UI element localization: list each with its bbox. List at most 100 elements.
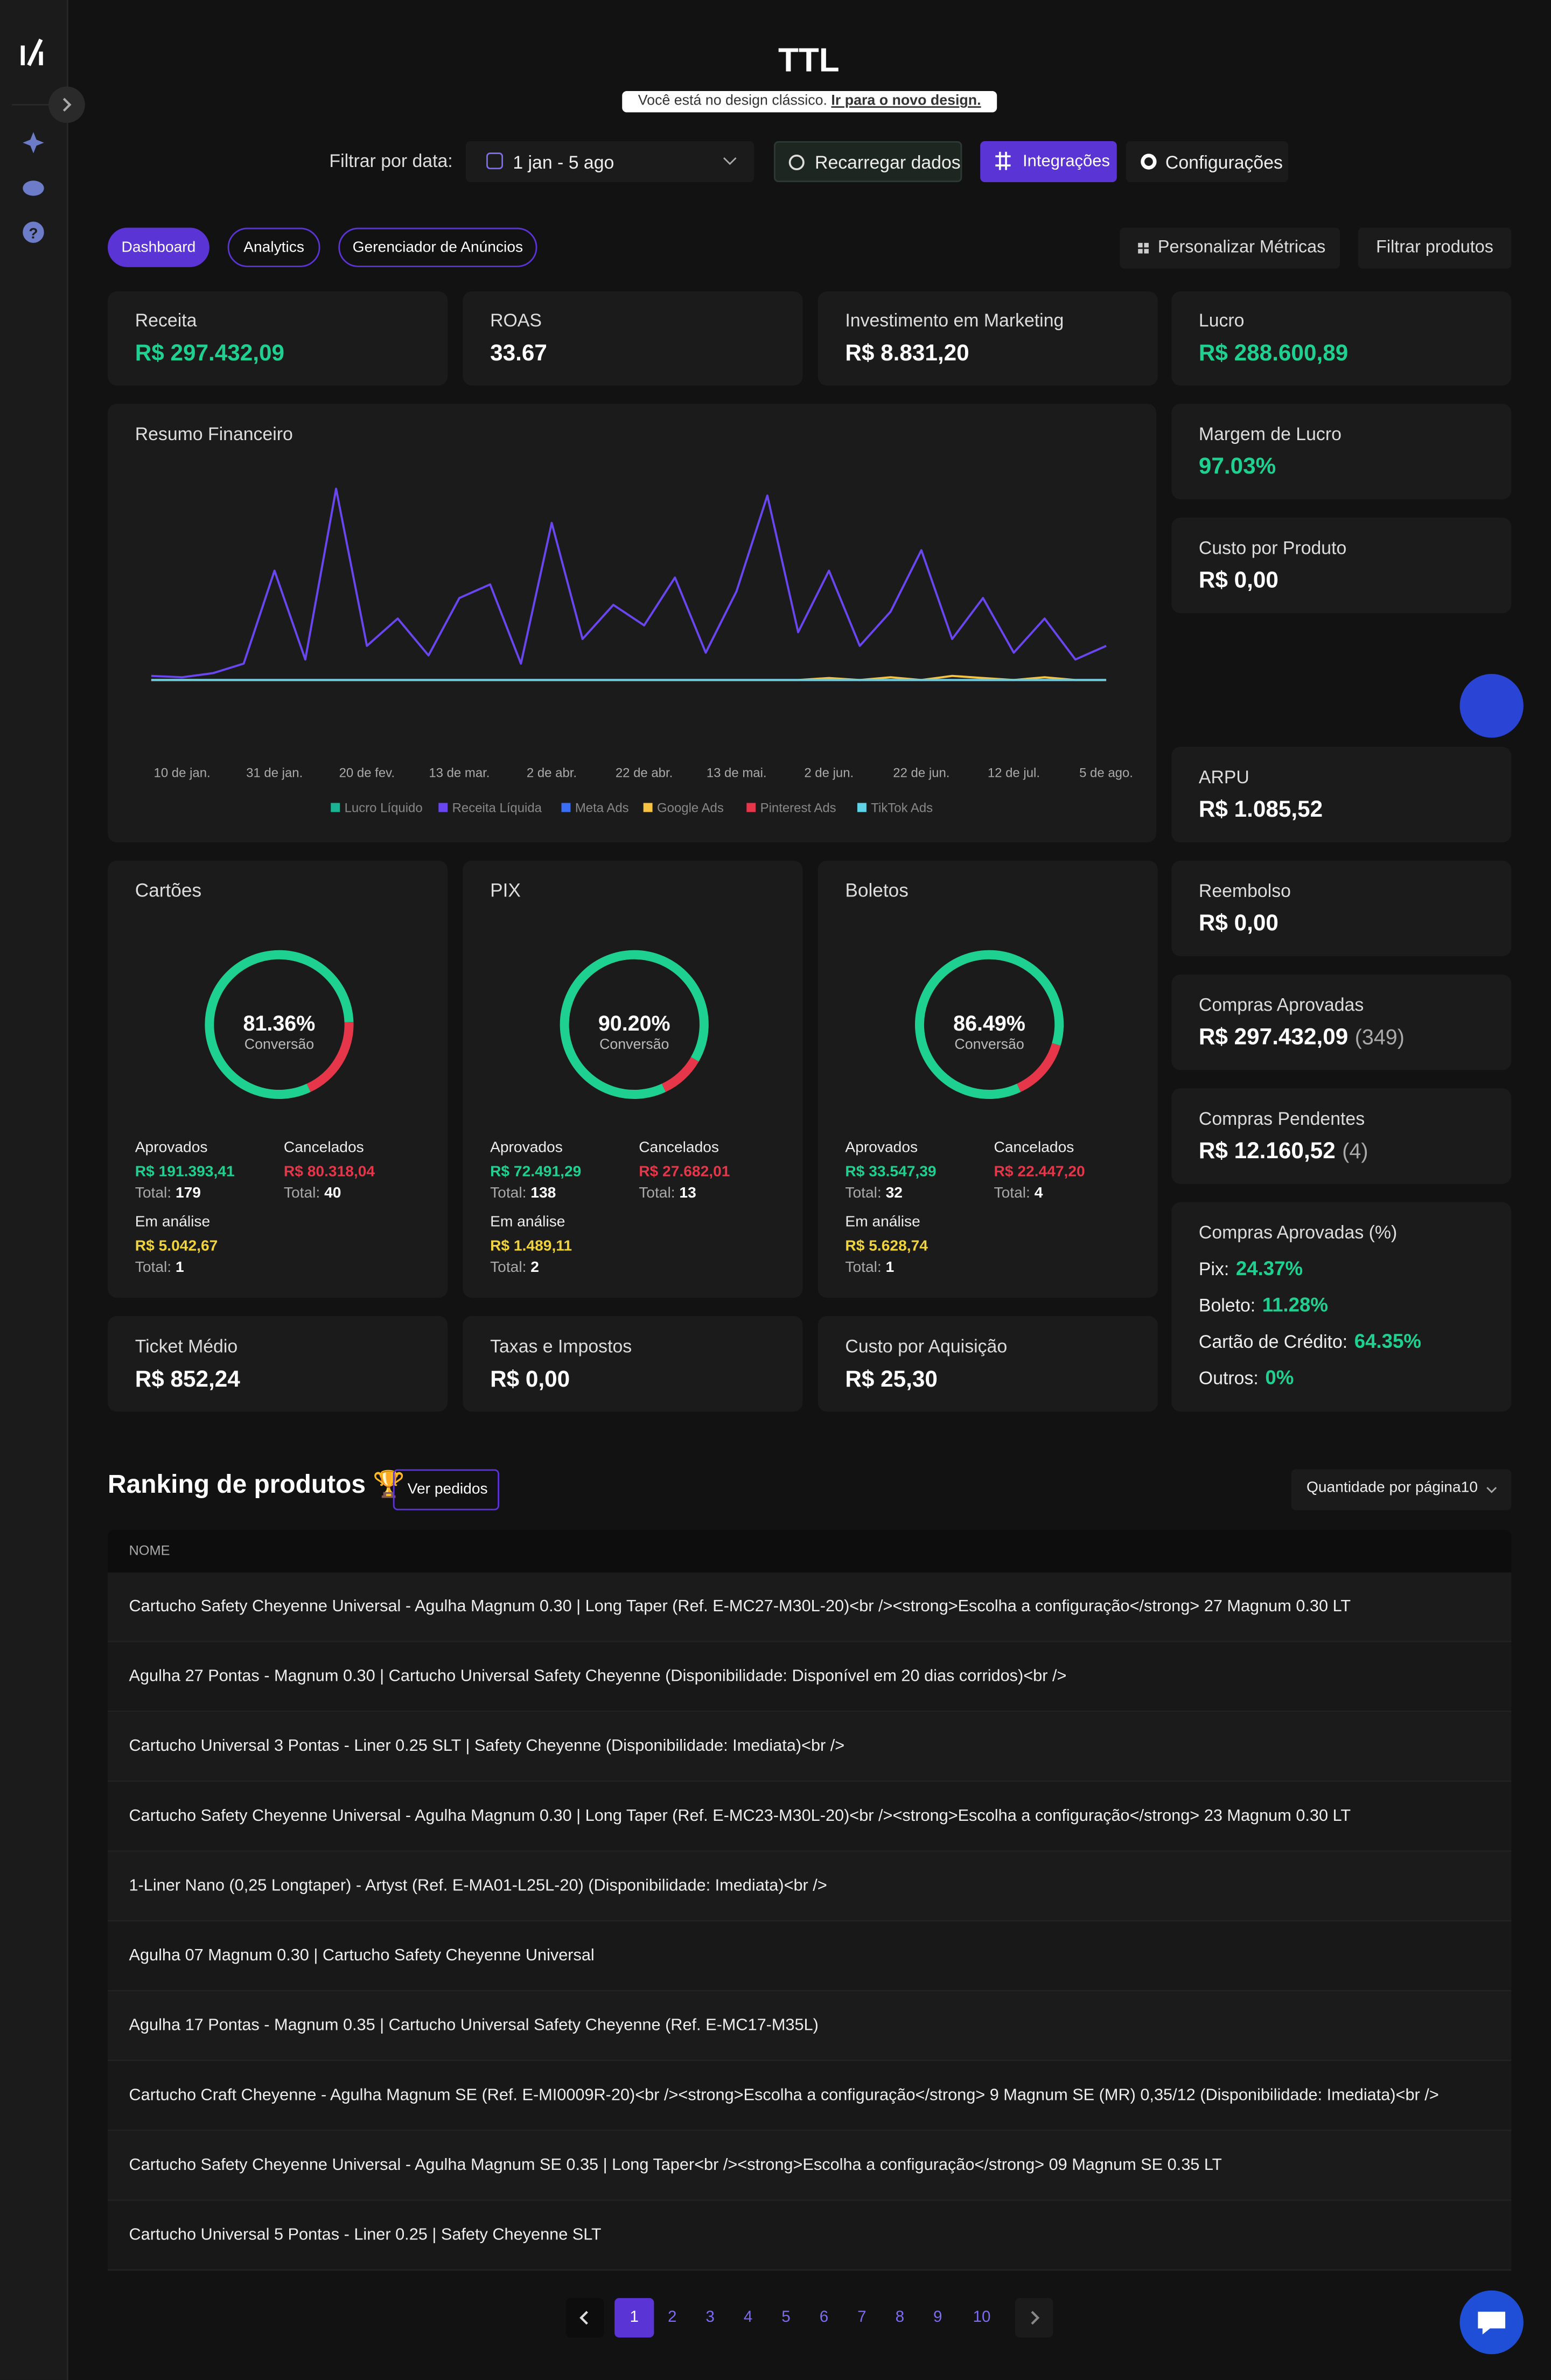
status-total: Total: 40 <box>284 1185 341 1202</box>
status-total: Total: 179 <box>135 1185 201 1202</box>
legend-swatch <box>857 803 867 812</box>
conversion-donut: 86.49%Conversão <box>915 950 1064 1099</box>
page-number[interactable]: 10 <box>973 2308 991 2327</box>
table-row <box>108 1922 1512 1992</box>
filter-products[interactable]: Filtrar produtos <box>1358 227 1512 269</box>
settings-glyph <box>1141 154 1157 170</box>
tab[interactable]: Analytics <box>227 227 320 267</box>
reload-button[interactable]: Recarregar dados <box>773 141 962 183</box>
piggy-icon[interactable] <box>23 180 44 196</box>
x-tick-label: 13 de mai. <box>707 766 767 781</box>
share-value: 0% <box>1265 1366 1294 1389</box>
notice-link[interactable]: Ir para o novo design. <box>831 92 981 109</box>
notice-text: Você está no design clássico. <box>638 92 827 109</box>
total-value: 1 <box>175 1259 184 1277</box>
page-number[interactable]: 8 <box>895 2308 905 2327</box>
conversion-donut: 90.20%Conversão <box>560 950 709 1099</box>
total-value: 40 <box>324 1185 341 1202</box>
reload-icon <box>788 154 805 170</box>
conversion-value: 81.36% <box>243 1012 316 1035</box>
x-tick-label: 10 de jan. <box>154 766 211 781</box>
metric-card <box>818 291 1158 386</box>
status-total: Total: 1 <box>135 1261 184 1276</box>
conversion-donut: 81.36%Conversão <box>205 950 354 1099</box>
total-label: Total: <box>135 1185 172 1202</box>
payment-title: Cartões <box>135 880 202 901</box>
conversion-value: 86.49% <box>953 1012 1025 1035</box>
product-name: Cartucho Safety Cheyenne Universal - Agu… <box>129 2158 1222 2175</box>
page-button-bg <box>1015 2298 1053 2338</box>
status-amount: R$ 72.491,29 <box>490 1164 582 1181</box>
settings-button[interactable]: Configurações <box>1126 141 1289 183</box>
customize-metrics[interactable]: Personalizar Métricas <box>1120 227 1340 269</box>
payment-title: PIX <box>490 880 521 901</box>
orders-button[interactable]: Ver pedidos <box>393 1469 499 1511</box>
chat-button[interactable] <box>1459 2290 1524 2355</box>
tab[interactable]: Gerenciador de Anúncios <box>338 227 537 267</box>
page-number[interactable]: 4 <box>743 2308 753 2327</box>
reload-glyph <box>788 154 805 170</box>
grid-icon <box>1138 242 1149 254</box>
metric-label: Compras Aprovadas (%) <box>1198 1222 1398 1243</box>
column-header: NOME <box>129 1543 170 1558</box>
legend-swatch <box>746 803 756 812</box>
payment-card <box>108 860 448 1298</box>
metric-value: R$ 0,00 <box>1198 910 1278 937</box>
status-amount: R$ 80.318,04 <box>283 1164 375 1181</box>
metric-count: (4) <box>1342 1138 1368 1163</box>
legend-label: TikTok Ads <box>871 801 933 815</box>
legend-label: Lucro Líquido <box>345 801 423 815</box>
page-number[interactable]: 6 <box>819 2308 829 2327</box>
metric-card <box>108 291 448 386</box>
floating-circle <box>1459 674 1524 738</box>
page-number[interactable]: 5 <box>781 2308 791 2327</box>
metric-card <box>818 1316 1158 1412</box>
chevron <box>723 157 737 165</box>
x-tick-label: 12 de jul. <box>988 766 1040 781</box>
metric-label: Compras Pendentes <box>1198 1108 1365 1130</box>
page-number[interactable]: 3 <box>705 2308 715 2327</box>
chevron <box>579 2311 588 2325</box>
metric-value: R$ 1.085,52 <box>1198 797 1323 823</box>
page-number[interactable]: 7 <box>857 2308 867 2327</box>
design-notice: Você está no design clássico. Ir para o … <box>622 91 997 113</box>
sidebar: ? <box>0 0 68 2380</box>
sidebar-toggle[interactable] <box>47 85 86 124</box>
total-value: 32 <box>885 1185 903 1202</box>
metric-card <box>108 1316 448 1412</box>
date-select[interactable]: 1 jan - 5 ago <box>466 141 754 183</box>
help-glyph: ? <box>29 224 38 241</box>
metric-card <box>1171 291 1512 386</box>
share-label: Pix: <box>1198 1258 1229 1280</box>
status-label: Em análise <box>845 1214 920 1231</box>
status-total: Total: 138 <box>490 1185 556 1202</box>
metric-label: Custo por Produto <box>1198 537 1347 559</box>
next-page[interactable] <box>1015 2298 1053 2338</box>
page-number[interactable]: 9 <box>933 2308 942 2327</box>
table-row <box>108 2201 1512 2271</box>
status-label: Cancelados <box>283 1140 364 1157</box>
total-value: 2 <box>530 1259 539 1277</box>
grid-glyph <box>1138 242 1149 254</box>
integrations-button[interactable]: Integrações <box>980 141 1117 183</box>
metric-value-line: R$ 12.160,52 (4) <box>1199 1140 1368 1164</box>
per-page-select[interactable]: Quantidade por página10 <box>1291 1469 1512 1511</box>
page-number[interactable]: 1 <box>630 2308 639 2327</box>
active-page <box>614 2298 654 2338</box>
total-value: 138 <box>530 1185 556 1202</box>
metric-card <box>1171 517 1512 614</box>
financial-chart: Resumo Financeiro 10 de jan. 31 de jan. 20 … <box>135 424 1133 815</box>
payment-title: Boletos <box>845 880 909 901</box>
table-row <box>108 1642 1512 1713</box>
donut-remainder <box>560 950 709 1099</box>
page-number[interactable]: 2 <box>667 2308 677 2327</box>
metric-label: Taxas e Impostos <box>490 1335 632 1357</box>
prev-page[interactable] <box>565 2298 604 2338</box>
ai-icon[interactable] <box>23 132 44 154</box>
floating-button[interactable] <box>1459 674 1524 738</box>
help-icon[interactable] <box>23 221 44 243</box>
tab[interactable]: Dashboard <box>108 227 209 267</box>
metric-card <box>1171 974 1512 1070</box>
action-label: Filtrar produtos <box>1376 238 1494 256</box>
